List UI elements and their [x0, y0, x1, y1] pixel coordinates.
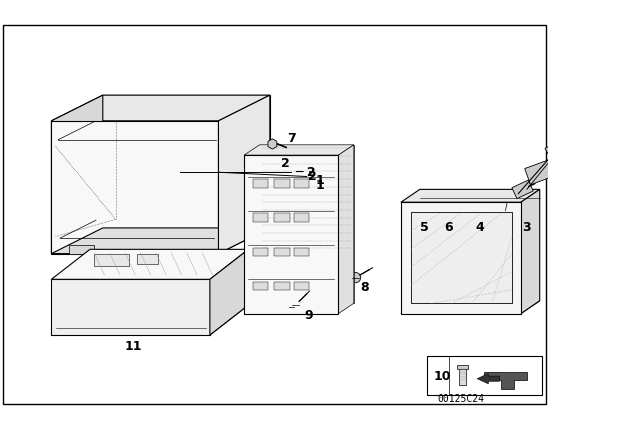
Text: 9: 9 [304, 309, 313, 322]
Polygon shape [477, 374, 499, 384]
Circle shape [557, 138, 565, 146]
Bar [294, 282, 309, 290]
Text: 8: 8 [360, 281, 369, 294]
Polygon shape [401, 202, 521, 314]
Polygon shape [244, 145, 354, 155]
Polygon shape [51, 250, 248, 279]
Polygon shape [51, 95, 270, 121]
Bar [253, 248, 268, 256]
Polygon shape [210, 250, 248, 335]
Circle shape [503, 198, 511, 207]
Bar [412, 212, 512, 303]
Bar [94, 254, 129, 267]
Bar [137, 254, 159, 264]
Text: 5: 5 [420, 221, 429, 234]
Polygon shape [512, 180, 533, 198]
Text: ─ 2: ─ 2 [296, 166, 316, 179]
Text: 3: 3 [523, 221, 531, 234]
Polygon shape [68, 245, 94, 254]
Bar [294, 179, 309, 188]
Bar [274, 248, 289, 256]
Bar [427, 357, 542, 395]
Polygon shape [268, 139, 277, 149]
Text: 00125C24: 00125C24 [437, 394, 484, 404]
Polygon shape [244, 155, 339, 314]
Text: 2: 2 [281, 157, 290, 170]
Polygon shape [218, 95, 270, 254]
Polygon shape [51, 279, 210, 335]
Circle shape [287, 302, 296, 311]
Bar [294, 248, 309, 256]
Bar [459, 367, 466, 385]
Bar [253, 282, 268, 290]
Circle shape [241, 261, 252, 271]
Text: 4: 4 [476, 221, 484, 234]
Polygon shape [51, 228, 270, 254]
Text: 2: 2 [308, 170, 317, 183]
Polygon shape [484, 372, 527, 389]
Polygon shape [51, 305, 248, 335]
Polygon shape [339, 145, 354, 314]
Text: 1: 1 [316, 179, 324, 192]
Polygon shape [401, 190, 540, 202]
Polygon shape [51, 95, 103, 254]
Polygon shape [260, 145, 354, 303]
Polygon shape [401, 301, 540, 314]
Bar [253, 213, 268, 222]
Bar [274, 179, 289, 188]
Bar [458, 365, 468, 369]
Bar [294, 213, 309, 222]
Text: 1: 1 [316, 174, 324, 187]
Polygon shape [525, 160, 555, 185]
Text: 10: 10 [433, 370, 451, 383]
Circle shape [350, 272, 361, 283]
Bar [274, 213, 289, 222]
Text: 7: 7 [287, 132, 296, 145]
Polygon shape [545, 141, 563, 157]
Text: 11: 11 [124, 340, 141, 353]
Circle shape [291, 300, 301, 310]
Circle shape [241, 227, 252, 237]
Circle shape [241, 193, 252, 203]
Polygon shape [103, 95, 270, 228]
Polygon shape [521, 190, 540, 314]
Bar [274, 282, 289, 290]
Text: 6: 6 [444, 221, 452, 234]
Polygon shape [51, 121, 218, 254]
Bar [253, 179, 268, 188]
